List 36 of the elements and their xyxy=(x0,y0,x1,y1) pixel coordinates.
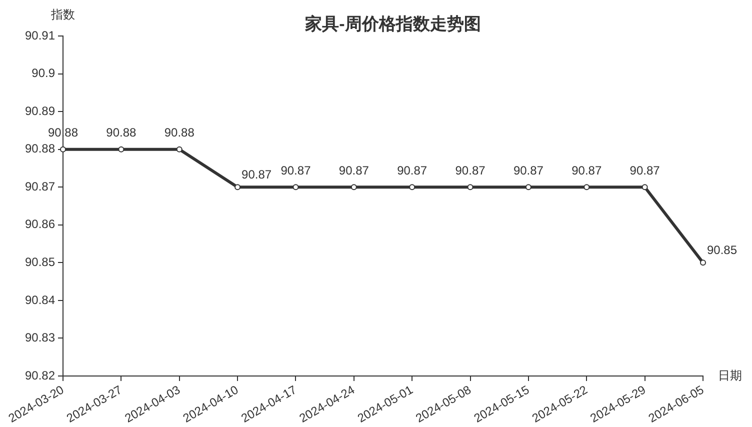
y-tick-label: 90.83 xyxy=(24,330,56,345)
data-label: 90.87 xyxy=(280,163,312,178)
chart-title: 家具-周价格指数走势图 xyxy=(304,14,481,34)
point xyxy=(118,146,124,152)
data-label: 90.87 xyxy=(572,163,602,178)
data-label: 90.87 xyxy=(455,163,486,178)
y-tick-label: 90.91 xyxy=(24,28,56,42)
data-label: 90.88 xyxy=(164,126,195,140)
y-tick-label: 90.89 xyxy=(24,104,56,118)
point xyxy=(642,184,648,190)
x-axis-title: 日期 xyxy=(718,368,742,382)
point xyxy=(350,184,357,190)
point xyxy=(467,184,474,190)
data-label: 90.88 xyxy=(106,126,137,140)
y-tick-label: 90.88 xyxy=(24,142,56,156)
point xyxy=(584,184,590,190)
point xyxy=(409,184,416,190)
y-tick-label: 90.84 xyxy=(24,292,56,307)
data-label: 90.87 xyxy=(630,163,660,178)
point xyxy=(700,260,706,266)
y-tick-label: 90.9 xyxy=(32,66,56,80)
data-label: 90.87 xyxy=(242,167,272,182)
data-label: 90.85 xyxy=(707,242,738,257)
y-axis-title: 指数 xyxy=(50,7,75,22)
point xyxy=(525,184,532,190)
y-tick-label: 90.87 xyxy=(24,179,56,194)
data-label: 90.87 xyxy=(397,163,428,178)
y-tick-label: 90.85 xyxy=(24,254,56,269)
y-tick-label: 90.86 xyxy=(24,217,56,232)
point xyxy=(292,184,299,190)
data-label: 90.87 xyxy=(338,163,370,178)
data-label: 90.87 xyxy=(513,163,544,178)
y-tick-label: 90.82 xyxy=(24,368,56,382)
point xyxy=(176,146,182,152)
point xyxy=(60,146,66,152)
point xyxy=(234,184,241,190)
